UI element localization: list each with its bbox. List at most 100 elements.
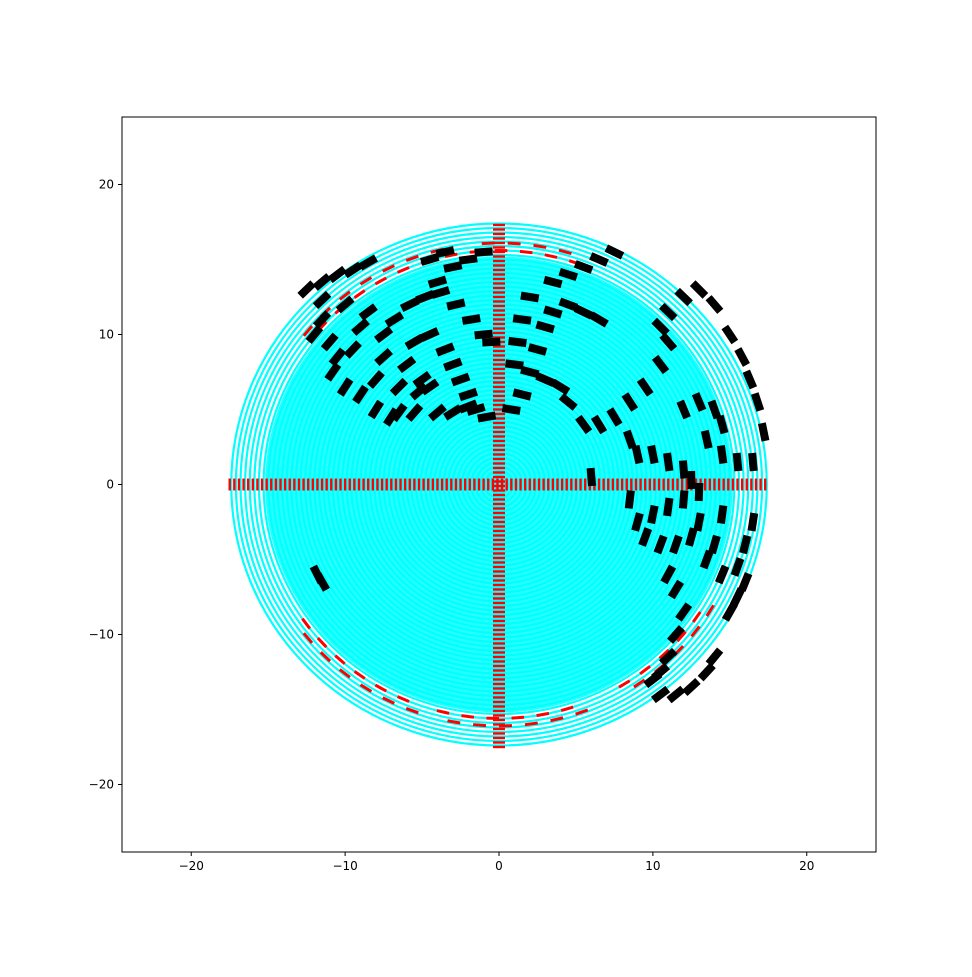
axis-sample-y xyxy=(493,431,505,433)
axis-sample-y xyxy=(493,683,505,685)
axis-sample-x xyxy=(630,479,632,491)
axis-sample-x xyxy=(256,479,258,491)
axis-sample-y xyxy=(493,314,505,316)
axis-sample-x xyxy=(372,479,374,491)
axis-sample-x xyxy=(750,479,752,491)
axis-sample-x xyxy=(284,479,286,491)
y-tick-label: 0 xyxy=(106,478,114,492)
axis-sample-x xyxy=(718,479,720,491)
axis-sample-y xyxy=(493,629,505,631)
axis-sample-x xyxy=(732,479,734,491)
axis-sample-x xyxy=(570,479,572,491)
axis-sample-y xyxy=(493,435,505,437)
axis-sample-x xyxy=(367,479,369,491)
axis-sample-x xyxy=(265,479,267,491)
axis-sample-x xyxy=(385,479,387,491)
axis-sample-x xyxy=(584,479,586,491)
axis-sample-y xyxy=(493,593,505,595)
axis-sample-y xyxy=(493,296,505,298)
axis-sample-y xyxy=(493,638,505,640)
axis-sample-y xyxy=(493,480,505,482)
axis-sample-x xyxy=(307,479,309,491)
x-tick-label: 10 xyxy=(645,859,660,873)
axis-sample-y xyxy=(493,368,505,370)
axis-sample-x xyxy=(681,479,683,491)
axis-sample-y xyxy=(493,710,505,712)
axis-sample-x xyxy=(450,479,452,491)
axis-sample-y xyxy=(493,732,505,734)
axis-sample-y xyxy=(493,327,505,329)
axis-sample-x xyxy=(755,479,757,491)
axis-sample-y xyxy=(493,624,505,626)
axis-sample-y xyxy=(493,674,505,676)
axis-sample-x xyxy=(736,479,738,491)
axis-sample-y xyxy=(493,705,505,707)
axis-sample-y xyxy=(493,507,505,509)
axis-sample-x xyxy=(335,479,337,491)
axis-sample-y xyxy=(493,332,505,334)
axis-sample-x xyxy=(478,479,480,491)
axis-sample-x xyxy=(381,479,383,491)
axis-sample-y xyxy=(493,665,505,667)
axis-sample-y xyxy=(493,471,505,473)
axis-sample-y xyxy=(493,606,505,608)
axis-sample-y xyxy=(493,561,505,563)
axis-sample-y xyxy=(493,494,505,496)
axis-sample-y xyxy=(493,539,505,541)
axis-sample-x xyxy=(261,479,263,491)
axis-sample-x xyxy=(247,479,249,491)
axis-sample-x xyxy=(229,479,231,491)
y-tick-label: 20 xyxy=(99,178,114,192)
axis-sample-x xyxy=(713,479,715,491)
axis-sample-x xyxy=(409,479,411,491)
axis-sample-y xyxy=(493,570,505,572)
axis-sample-y xyxy=(493,426,505,428)
axis-sample-y xyxy=(493,260,505,262)
axis-sample-y xyxy=(493,237,505,239)
axis-sample-y xyxy=(493,525,505,527)
axis-sample-x xyxy=(242,479,244,491)
axis-sample-y xyxy=(493,390,505,392)
occupied-point xyxy=(482,338,500,347)
outer-ring-dash xyxy=(482,243,495,244)
axis-sample-x xyxy=(727,479,729,491)
axis-sample-y xyxy=(493,660,505,662)
axis-sample-x xyxy=(533,479,535,491)
axis-sample-y xyxy=(493,584,505,586)
axis-sample-y xyxy=(493,255,505,257)
axis-sample-x xyxy=(556,479,558,491)
axis-sample-y xyxy=(493,264,505,266)
y-tick-label: −10 xyxy=(89,628,114,642)
axis-sample-y xyxy=(493,485,505,487)
axis-sample-x xyxy=(579,479,581,491)
axis-sample-x xyxy=(759,479,761,491)
axis-sample-y xyxy=(493,228,505,230)
axis-sample-y xyxy=(493,444,505,446)
axis-sample-y xyxy=(493,287,505,289)
axis-sample-x xyxy=(344,479,346,491)
axis-sample-y xyxy=(493,489,505,491)
axis-sample-x xyxy=(764,479,766,491)
axis-sample-x xyxy=(473,479,475,491)
axis-sample-y xyxy=(493,273,505,275)
occupied-point xyxy=(474,247,492,256)
axis-sample-y xyxy=(493,692,505,694)
axis-sample-x xyxy=(515,479,517,491)
axis-sample-y xyxy=(493,575,505,577)
axis-sample-y xyxy=(493,620,505,622)
axis-sample-x xyxy=(621,479,623,491)
axis-sample-x xyxy=(676,479,678,491)
axis-sample-y xyxy=(493,498,505,500)
axis-sample-x xyxy=(321,479,323,491)
axis-sample-x xyxy=(649,479,651,491)
axis-sample-x xyxy=(252,479,254,491)
axis-sample-x xyxy=(289,479,291,491)
occupied-point xyxy=(687,471,695,489)
axis-sample-y xyxy=(493,278,505,280)
axis-sample-y xyxy=(493,440,505,442)
axis-sample-y xyxy=(493,714,505,716)
axis-sample-y xyxy=(493,548,505,550)
axis-sample-y xyxy=(493,678,505,680)
axis-sample-y xyxy=(493,242,505,244)
